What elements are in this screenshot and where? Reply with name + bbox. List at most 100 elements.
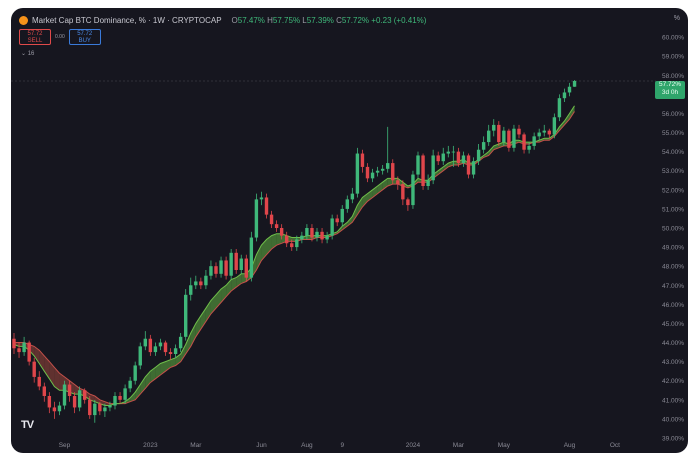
candle-body [320, 231, 324, 240]
y-tick-label: 45.00% [662, 321, 684, 328]
candle-body [355, 153, 360, 194]
ema-ribbon-segment [180, 344, 186, 362]
ema-ribbon-segment [34, 346, 40, 364]
chevron-down-icon: ⌄ [21, 51, 28, 57]
volume-label: 16 [27, 51, 35, 57]
ema-ribbon-segment [256, 245, 262, 270]
ema-ribbon-segment [140, 376, 146, 395]
percent-scale-label[interactable]: % [673, 15, 680, 22]
candle-body [305, 228, 309, 236]
candle-body [497, 124, 501, 143]
candle-body [88, 399, 92, 416]
ema-ribbon [13, 105, 575, 406]
candle-body [492, 124, 496, 131]
candle-body [416, 155, 420, 175]
candle-body [295, 239, 299, 248]
candle-body [123, 388, 127, 400]
price-chart[interactable]: 39.00% 40.00% 41.00% 42.00% 43.00% 44.00% 45.0… [11, 8, 688, 453]
candle-body [386, 163, 390, 169]
candle-body [315, 231, 319, 238]
candle-body [572, 81, 577, 87]
tradingview-logo: TV [21, 419, 34, 431]
candle-body [93, 403, 97, 416]
candle-body [567, 86, 572, 93]
candle-body [290, 243, 294, 248]
ema-ribbon-segment [150, 367, 156, 383]
candle-body [178, 336, 183, 349]
candle-body [32, 361, 36, 377]
candle-body [138, 346, 142, 366]
x-tick-label: Aug [564, 442, 576, 449]
ema-ribbon-segment [226, 279, 232, 297]
indicator-toggle[interactable]: ⌄ 16 [21, 50, 34, 57]
ema-ribbon-segment [221, 285, 227, 303]
y-tick-label: 59.00% [662, 54, 684, 61]
candle-body [426, 180, 430, 186]
candle-body [481, 142, 486, 150]
candle-body [52, 407, 57, 412]
candle-body [300, 235, 304, 240]
y-tick-label: 43.00% [662, 359, 684, 366]
candle-body [325, 235, 329, 240]
candle-body [158, 342, 163, 347]
ema-fast-line [13, 105, 575, 406]
symbol-title[interactable]: Market Cap BTC Dominance, % · 1W · CRYPT… [32, 15, 222, 25]
candle-body [340, 208, 344, 223]
candle-body [98, 403, 102, 412]
candle-body [194, 281, 198, 286]
candle-body [487, 130, 491, 143]
x-tick-label: Mar [190, 442, 202, 449]
y-tick-label: 46.00% [662, 302, 684, 309]
open-value: 57.47% [237, 15, 265, 25]
ema-ribbon-segment [200, 308, 206, 330]
buy-label: BUY [78, 38, 91, 44]
candle-body [204, 275, 208, 286]
candle-body [522, 134, 526, 150]
candle-body [153, 346, 158, 353]
candle-body [239, 258, 243, 270]
high-value: 57.75% [272, 15, 301, 25]
ema-ribbon-segment [564, 113, 570, 125]
x-tick-label: May [498, 442, 511, 449]
ema-ribbon-segment [261, 239, 267, 261]
ema-ribbon-segment [135, 384, 141, 400]
y-tick-label: 52.00% [662, 187, 684, 194]
candle-body [108, 405, 112, 408]
y-tick-label: 39.00% [662, 436, 684, 443]
candle-body [512, 128, 516, 148]
candle-body [168, 352, 173, 354]
ema-ribbon-segment [559, 121, 565, 131]
chart-header: Market Cap BTC Dominance, % · 1W · CRYPT… [19, 13, 426, 27]
ema-ribbon-segment [54, 367, 60, 391]
x-tick-label: Oct [610, 442, 620, 449]
candle-body [330, 218, 334, 236]
trade-panel: 57.72 SELL 0.00 57.72 BUY [19, 29, 101, 45]
candle-body [47, 396, 52, 408]
buy-button[interactable]: 57.72 BUY [68, 29, 101, 45]
candle-body [249, 237, 254, 278]
candle-body [406, 199, 410, 206]
candle-body [547, 130, 551, 135]
candle-body [27, 342, 31, 362]
candle-body [184, 294, 188, 337]
y-tick-label: 49.00% [662, 245, 684, 252]
candle-body [285, 235, 289, 244]
candle-body [279, 228, 284, 236]
candle-body [441, 153, 445, 162]
ema-ribbon-segment [443, 163, 449, 171]
candles-layer [12, 80, 577, 423]
candle-body [537, 132, 541, 137]
candle-body [163, 342, 168, 353]
sell-button[interactable]: 57.72 SELL [19, 29, 51, 45]
y-tick-label: 60.00% [662, 35, 684, 42]
spread-value: 0.00 [55, 34, 65, 40]
candle-body [396, 180, 400, 185]
candle-body [310, 228, 314, 238]
candle-body [466, 155, 471, 175]
candle-body [375, 170, 380, 173]
y-tick-label: 41.00% [662, 397, 684, 404]
candle-body [476, 149, 481, 162]
candle-body [17, 348, 21, 353]
candle-body [148, 338, 153, 353]
candle-body [391, 163, 395, 181]
